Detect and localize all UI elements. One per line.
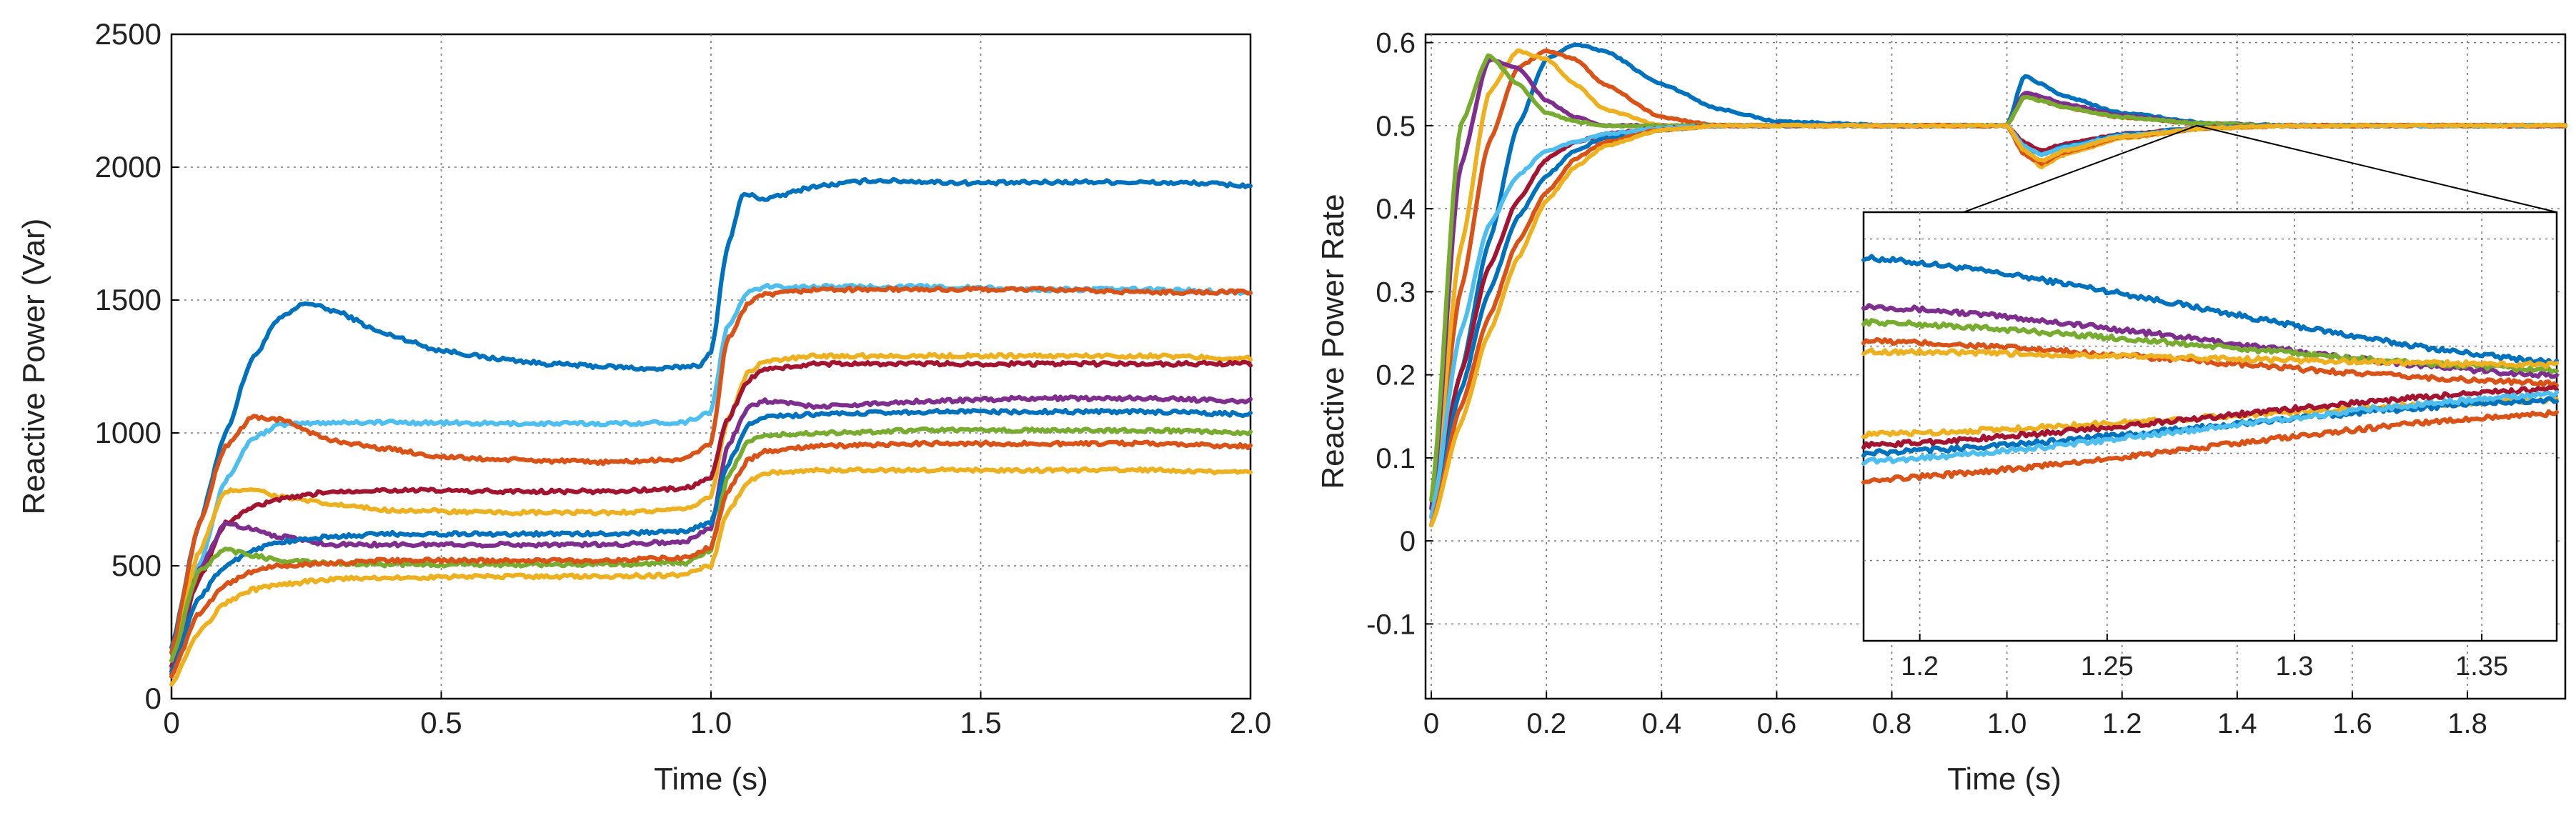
y-tick-label: 0.6 <box>1376 28 1416 59</box>
series-line-dg3 <box>169 285 1253 655</box>
series-line-dg6 <box>169 394 1253 674</box>
series-line-dg6 <box>1861 384 2559 450</box>
y-tick-label: 0.1 <box>1376 443 1416 474</box>
y-tick-label: 1000 <box>95 416 161 449</box>
ticks-left: 0 0.5 1.0 1.5 2.0 0 500 1000 1500 2000 2500 <box>95 17 1272 739</box>
grid-left <box>171 34 1250 699</box>
x-tick-label: 0 <box>163 706 179 739</box>
x-tick-label: 1.8 <box>2447 708 2487 739</box>
chart-reactive-power-rate: 0 0.2 0.4 0.6 0.8 1.0 1.2 1.4 1.6 1.8 -0.1 0 0.1 0.2 0… <box>1316 28 2567 797</box>
series-line-dg5 <box>169 359 1253 669</box>
x-tick-label: 1.0 <box>1987 708 2027 739</box>
x-tick-label: 0.2 <box>1526 708 1566 739</box>
series-line-dg9 <box>169 439 1253 679</box>
ticks-right: 0 0.2 0.4 0.6 0.8 1.0 1.2 1.4 1.6 1.8 -0.1 0 0.1 0.2 0… <box>1366 28 2487 739</box>
series-line-dg10 <box>169 466 1253 687</box>
x-tick-label: 1.5 <box>960 706 1001 739</box>
chart-reactive-power: 0 0.5 1.0 1.5 2.0 0 500 1000 1500 2000 2500 Time (… <box>16 17 1271 797</box>
series-line-dg9 <box>1861 409 2559 485</box>
x-tick-label: 0 <box>1423 708 1439 739</box>
x-tick-label: 0.5 <box>420 706 462 739</box>
series-line-dg1 <box>169 176 1253 650</box>
x-tick-label: 2.0 <box>1230 706 1271 739</box>
y-tick-label: 0.3 <box>1376 276 1416 308</box>
x-tick-label: 1.0 <box>690 706 732 739</box>
series-group-left <box>169 176 1253 687</box>
series-line-dg10 <box>1429 122 2567 527</box>
y-tick-label: 0 <box>1400 526 1416 557</box>
series-line-dg8 <box>1861 390 2559 466</box>
y-tick-label: 2500 <box>95 17 161 51</box>
y-tick-label: 0.2 <box>1376 360 1416 391</box>
x-tick-label: 1.6 <box>2332 708 2372 739</box>
inset-series-group <box>1861 254 2559 485</box>
inset-ticks: 1.2 1.25 1.3 1.35 <box>1901 634 2508 682</box>
zoom-inset: 1.2 1.25 1.3 1.35 <box>1861 124 2559 682</box>
series-line-dg7 <box>169 407 1253 677</box>
x-axis-title-left: Time (s) <box>654 762 768 797</box>
x-tick-label: 1.3 <box>2276 652 2314 682</box>
x-tick-label: 0.6 <box>1757 708 1797 739</box>
x-tick-label: 1.35 <box>2455 652 2508 682</box>
y-tick-label: 0.4 <box>1376 194 1416 225</box>
y-tick-label: -0.1 <box>1366 609 1416 640</box>
y-tick-label: 2000 <box>95 150 161 184</box>
y-tick-label: 0.5 <box>1376 111 1416 142</box>
x-tick-label: 0.4 <box>1641 708 1681 739</box>
x-tick-label: 1.2 <box>1901 652 1939 682</box>
y-tick-label: 500 <box>111 549 161 582</box>
x-tick-label: 1.25 <box>2081 652 2134 682</box>
y-axis-title-left: Reactive Power (Var) <box>16 219 51 515</box>
plot-area-left <box>170 33 1252 700</box>
series-line-dg3 <box>1861 347 2559 369</box>
y-tick-label: 0 <box>145 682 161 715</box>
y-axis-title-right: Reactive Power Rate <box>1316 194 1351 489</box>
series-line-dg1 <box>1861 254 2559 366</box>
x-tick-label: 1.2 <box>2102 708 2142 739</box>
series-line-dg2 <box>1861 336 2559 388</box>
zoom-connector-left <box>1963 124 2197 213</box>
x-tick-label: 1.4 <box>2217 708 2257 739</box>
x-tick-label: 0.8 <box>1872 708 1912 739</box>
y-tick-label: 1500 <box>95 283 161 316</box>
series-line-dg4 <box>169 351 1253 671</box>
series-group-right <box>1429 42 2567 527</box>
zoom-connector-right <box>2197 124 2557 213</box>
x-axis-title-right: Time (s) <box>1947 762 2062 797</box>
